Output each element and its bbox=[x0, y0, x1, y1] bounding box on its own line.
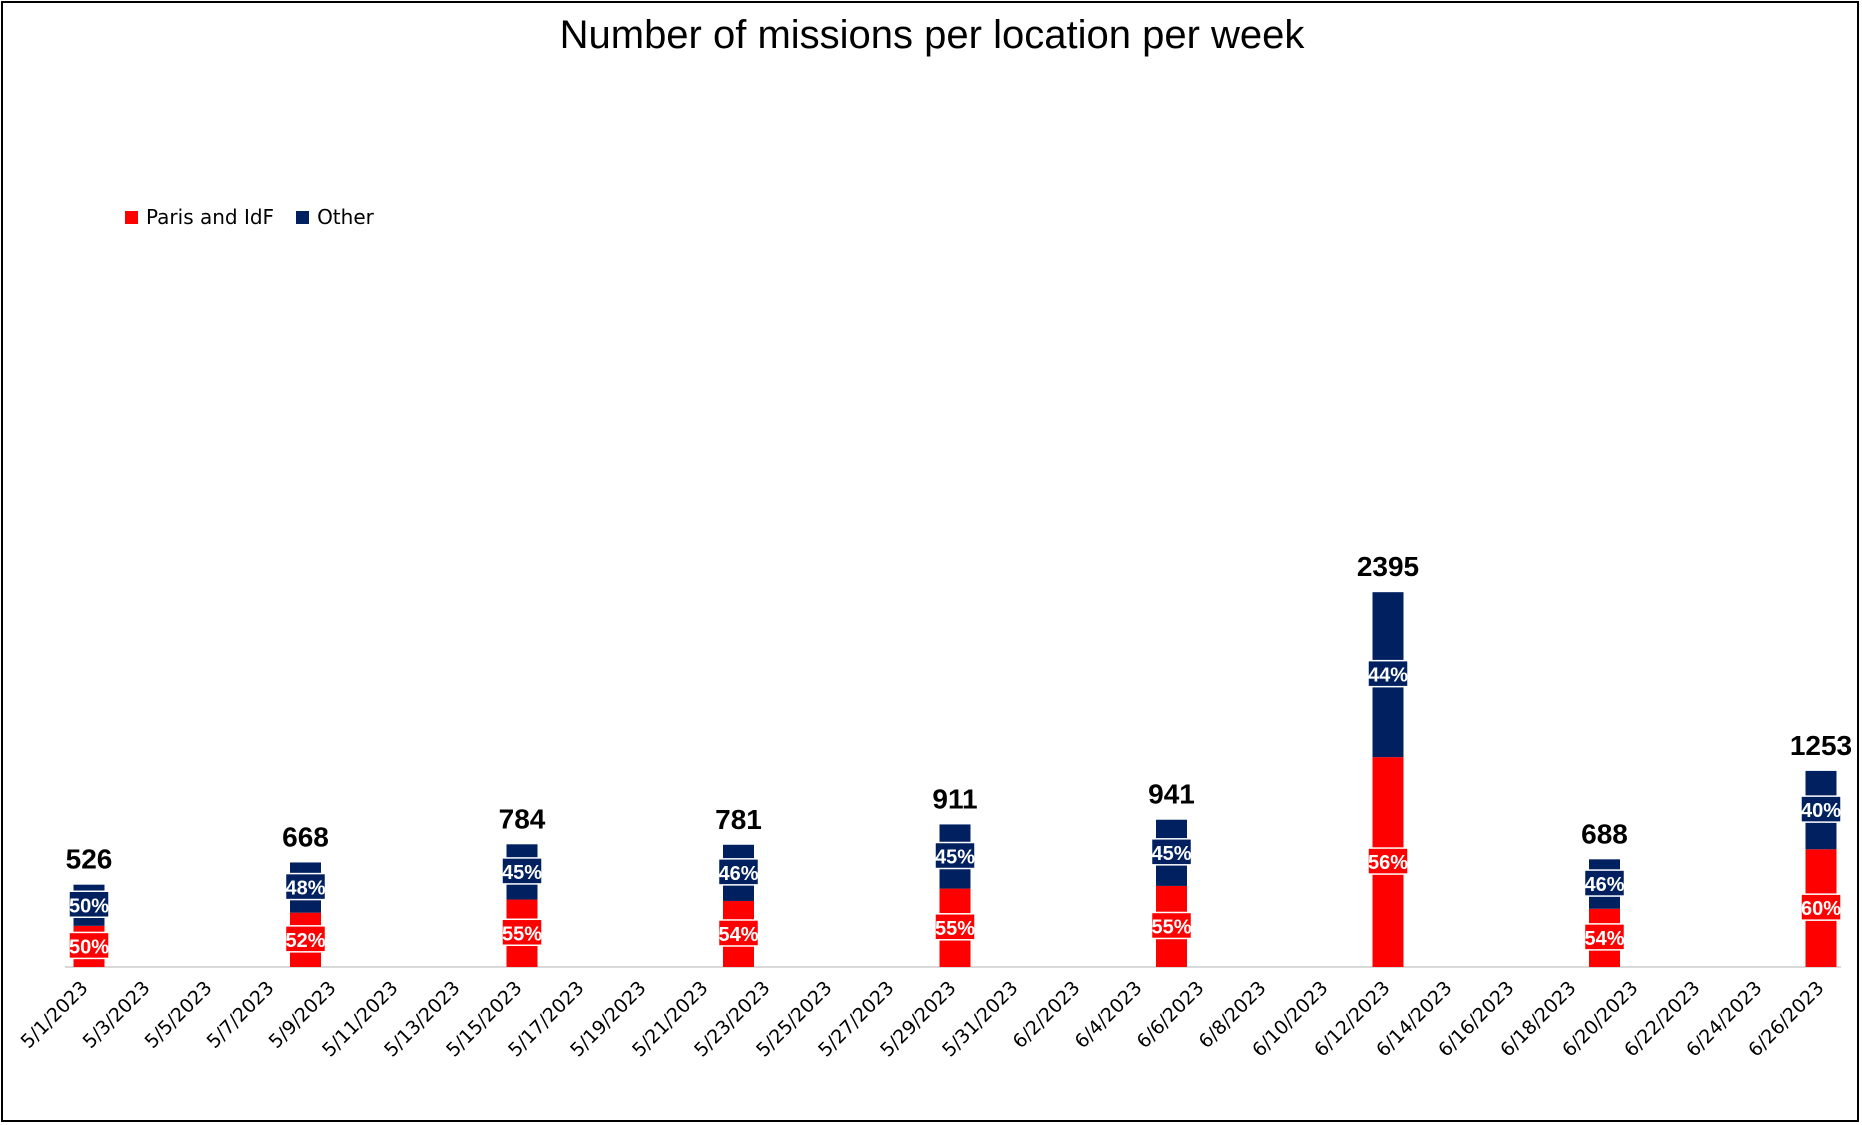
data-label-paris: 55% bbox=[502, 923, 542, 945]
legend-item-paris: Paris and IdF bbox=[125, 205, 274, 229]
x-tick-label: 5/1/2023 bbox=[17, 977, 93, 1053]
data-label-paris-bg bbox=[284, 925, 327, 953]
data-label-other: 40% bbox=[1801, 800, 1841, 822]
legend-item-other: Other bbox=[296, 205, 374, 229]
data-label-other: 48% bbox=[285, 878, 325, 900]
data-label-total: 911 bbox=[932, 783, 977, 814]
data-label-paris: 55% bbox=[935, 918, 975, 940]
data-label-other: 45% bbox=[935, 847, 975, 869]
data-label-other: 50% bbox=[69, 895, 109, 917]
data-label-paris-bg bbox=[717, 919, 760, 947]
legend-label-other: Other bbox=[317, 205, 374, 229]
x-tick-label: 6/6/2023 bbox=[1133, 977, 1209, 1053]
plot-area: 50% 50% 526 52% 48% 668 55% 45% 784 54% 46% 781 55% 4… bbox=[17, 551, 1853, 1061]
x-tick-label: 5/3/2023 bbox=[79, 977, 155, 1053]
data-label-other-bg bbox=[284, 872, 327, 901]
chart-title: Number of missions per location per week bbox=[559, 13, 1305, 57]
data-label-paris-bg bbox=[1800, 893, 1842, 921]
data-label-other: 44% bbox=[1368, 665, 1408, 687]
x-tick-label: 5/7/2023 bbox=[203, 977, 279, 1053]
data-label-paris-bg bbox=[1150, 911, 1193, 940]
data-label-paris: 52% bbox=[285, 930, 325, 952]
data-label-other-bg bbox=[1583, 869, 1626, 897]
data-label-paris-bg bbox=[1367, 847, 1409, 875]
data-label-other: 46% bbox=[718, 863, 758, 885]
data-label-other-bg bbox=[501, 857, 543, 885]
legend: Paris and IdF Other bbox=[125, 205, 396, 229]
data-label-total: 2395 bbox=[1357, 551, 1419, 582]
data-label-other-bg bbox=[934, 841, 976, 870]
data-label-other-bg bbox=[1150, 838, 1193, 866]
data-label-paris: 60% bbox=[1801, 898, 1841, 920]
legend-swatch-paris bbox=[125, 210, 138, 224]
data-label-paris: 50% bbox=[69, 936, 109, 958]
data-label-paris: 54% bbox=[1584, 928, 1624, 950]
data-label-paris-bg bbox=[501, 918, 543, 947]
data-label-paris: 55% bbox=[1151, 916, 1191, 938]
data-label-other-bg bbox=[68, 890, 110, 919]
data-label-total: 781 bbox=[715, 804, 762, 835]
data-label-other-bg bbox=[1367, 659, 1409, 688]
data-label-paris-bg bbox=[934, 913, 976, 941]
data-label-paris-bg bbox=[68, 931, 110, 960]
data-label-paris-bg bbox=[1583, 923, 1626, 951]
legend-swatch-other bbox=[296, 210, 310, 224]
legend-label-paris: Paris and IdF bbox=[146, 205, 275, 229]
x-tick-label: 5/5/2023 bbox=[141, 977, 217, 1053]
data-label-total: 941 bbox=[1148, 779, 1195, 810]
data-label-total: 784 bbox=[499, 803, 546, 834]
x-tick-label: 6/4/2023 bbox=[1071, 977, 1147, 1053]
data-label-total: 668 bbox=[282, 821, 329, 852]
x-tick-label: 6/2/2023 bbox=[1009, 977, 1085, 1053]
data-label-total: 688 bbox=[1581, 818, 1628, 849]
data-label-other-bg bbox=[1800, 795, 1842, 823]
data-label-paris: 54% bbox=[718, 924, 758, 946]
data-label-total: 1253 bbox=[1790, 730, 1852, 761]
data-label-other: 45% bbox=[502, 862, 542, 884]
data-label-total: 526 bbox=[66, 844, 113, 875]
data-label-other: 46% bbox=[1584, 874, 1624, 896]
data-label-paris: 56% bbox=[1368, 852, 1408, 874]
data-label-other: 45% bbox=[1151, 843, 1191, 865]
data-label-other-bg bbox=[717, 858, 760, 886]
